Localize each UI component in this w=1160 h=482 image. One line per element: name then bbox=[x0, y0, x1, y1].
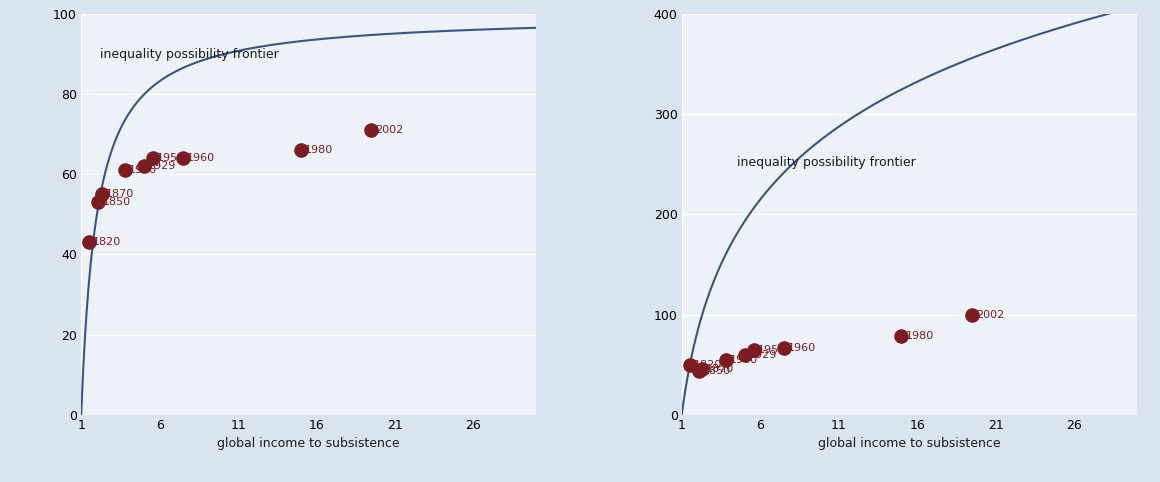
Point bbox=[80, 239, 99, 246]
Text: 1950: 1950 bbox=[158, 153, 186, 163]
Point bbox=[174, 155, 193, 162]
Text: 2002: 2002 bbox=[976, 309, 1005, 320]
Text: 1900: 1900 bbox=[730, 355, 757, 364]
Point bbox=[362, 127, 380, 134]
Point bbox=[717, 356, 735, 363]
Point bbox=[144, 155, 162, 162]
Point bbox=[291, 147, 310, 154]
Text: 1929: 1929 bbox=[748, 349, 777, 360]
Point bbox=[735, 351, 754, 359]
Text: 1820: 1820 bbox=[694, 360, 722, 370]
Point bbox=[93, 191, 111, 199]
Point bbox=[775, 344, 793, 351]
Text: 1980: 1980 bbox=[305, 146, 333, 156]
Point bbox=[681, 361, 699, 368]
Point bbox=[963, 310, 981, 318]
Text: inequality possibility frontier: inequality possibility frontier bbox=[100, 49, 278, 62]
Text: 1960: 1960 bbox=[187, 153, 216, 163]
Text: 1850: 1850 bbox=[703, 365, 731, 375]
Point bbox=[892, 332, 911, 339]
Point bbox=[116, 167, 135, 174]
Text: 1980: 1980 bbox=[905, 331, 934, 340]
Text: 1960: 1960 bbox=[788, 343, 815, 352]
Text: 1950: 1950 bbox=[757, 345, 786, 354]
Point bbox=[693, 365, 711, 373]
Text: 1900: 1900 bbox=[129, 165, 157, 175]
Point bbox=[745, 346, 763, 353]
Text: 1870: 1870 bbox=[106, 189, 133, 200]
Text: 1820: 1820 bbox=[93, 238, 121, 247]
Text: inequality possibility frontier: inequality possibility frontier bbox=[737, 157, 915, 170]
Point bbox=[89, 199, 108, 206]
X-axis label: global income to subsistence: global income to subsistence bbox=[217, 437, 400, 450]
Text: 1870: 1870 bbox=[706, 363, 734, 374]
X-axis label: global income to subsistence: global income to subsistence bbox=[818, 437, 1001, 450]
Text: 1850: 1850 bbox=[102, 198, 131, 207]
Text: 1929: 1929 bbox=[147, 161, 176, 172]
Point bbox=[690, 367, 709, 375]
Text: 2002: 2002 bbox=[376, 125, 404, 135]
Point bbox=[135, 162, 153, 170]
